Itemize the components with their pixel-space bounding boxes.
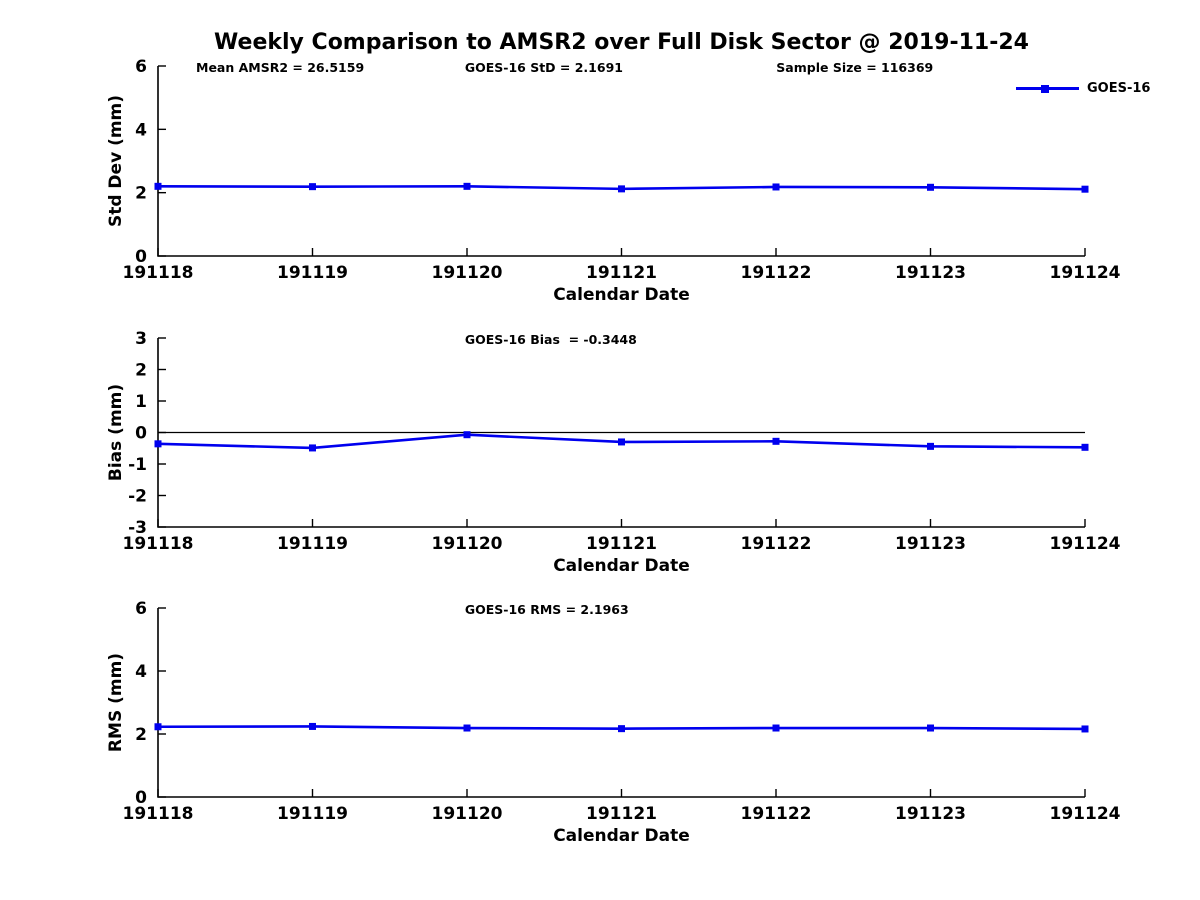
y-tick-label: 4	[135, 120, 147, 140]
x-tick-label: 191119	[277, 804, 348, 824]
axes-frame	[157, 608, 1085, 798]
x-tick-label: 191118	[123, 534, 194, 554]
y-axis-label: Std Dev (mm)	[106, 95, 126, 227]
chart-annotation: GOES-16 Bias = -0.3448	[465, 332, 637, 347]
chart-annotation: GOES-16 StD = 2.1691	[465, 60, 623, 75]
data-point-marker	[463, 431, 471, 439]
chart-annotation: GOES-16 RMS = 2.1963	[465, 602, 629, 617]
x-tick-label: 191119	[277, 534, 348, 554]
y-tick-label: 2	[135, 725, 147, 745]
x-tick-label: 191124	[1050, 804, 1121, 824]
x-tick-label: 191123	[895, 263, 966, 283]
data-point-marker	[772, 183, 780, 191]
data-point-marker	[154, 440, 162, 448]
x-tick-label: 191122	[741, 534, 812, 554]
data-point-marker	[309, 183, 316, 191]
x-tick-label: 191122	[741, 804, 812, 824]
x-tick-label: 191121	[586, 534, 657, 554]
x-tick-label: 191123	[895, 804, 966, 824]
data-point-marker	[1081, 725, 1089, 733]
y-tick-label: 0	[135, 424, 147, 444]
y-tick-label: 6	[135, 599, 147, 619]
data-point-marker	[618, 185, 625, 193]
axes-frame	[157, 66, 1085, 257]
y-tick-label: -1	[128, 455, 147, 475]
y-tick-label: 1	[135, 392, 147, 412]
x-tick-label: 191123	[895, 534, 966, 554]
y-tick-label: 0	[135, 247, 147, 267]
y-tick-label: 4	[135, 662, 147, 682]
x-axis-label: Calendar Date	[553, 285, 690, 305]
chart-annotation: Mean AMSR2 = 26.5159	[196, 60, 364, 75]
figure-title: Weekly Comparison to AMSR2 over Full Dis…	[214, 30, 1029, 55]
x-tick-label: 191119	[277, 263, 348, 283]
x-tick-label: 191120	[432, 263, 503, 283]
data-point-marker	[309, 444, 316, 452]
x-tick-label: 191124	[1050, 263, 1121, 283]
x-tick-label: 191124	[1050, 534, 1121, 554]
data-point-marker	[927, 442, 934, 450]
data-point-marker	[927, 724, 934, 732]
data-point-marker	[463, 182, 471, 190]
data-point-marker	[618, 725, 625, 733]
y-tick-label: 3	[135, 329, 147, 349]
y-tick-label: -2	[128, 487, 147, 507]
y-tick-label: 6	[135, 57, 147, 77]
y-axis-label: RMS (mm)	[106, 653, 126, 752]
data-point-marker	[772, 437, 780, 445]
x-tick-label: 191121	[586, 263, 657, 283]
x-tick-label: 191122	[741, 263, 812, 283]
x-axis-label: Calendar Date	[553, 556, 690, 576]
y-axis-label: Bias (mm)	[106, 384, 126, 481]
x-tick-label: 191118	[123, 263, 194, 283]
y-tick-label: 0	[135, 788, 147, 808]
data-point-marker	[154, 723, 162, 731]
data-point-marker	[463, 724, 471, 732]
data-point-marker	[772, 724, 780, 732]
x-axis-label: Calendar Date	[553, 826, 690, 846]
data-point-marker	[618, 438, 625, 446]
data-point-marker	[309, 722, 316, 730]
legend-square-marker-icon	[1041, 84, 1049, 93]
legend: GOES-16	[1016, 81, 1150, 96]
legend-label: GOES-16	[1087, 81, 1151, 96]
y-tick-label: 2	[135, 361, 147, 381]
x-tick-label: 191118	[123, 804, 194, 824]
y-tick-label: 2	[135, 184, 147, 204]
chart-annotation: Sample Size = 116369	[776, 60, 933, 75]
data-point-marker	[1081, 185, 1089, 193]
y-tick-label: -3	[128, 518, 147, 538]
x-tick-label: 191120	[432, 534, 503, 554]
data-point-marker	[154, 182, 162, 190]
legend-line-sample	[1016, 84, 1079, 93]
data-point-marker	[927, 183, 934, 191]
data-point-marker	[1081, 443, 1089, 451]
x-tick-label: 191120	[432, 804, 503, 824]
x-tick-label: 191121	[586, 804, 657, 824]
